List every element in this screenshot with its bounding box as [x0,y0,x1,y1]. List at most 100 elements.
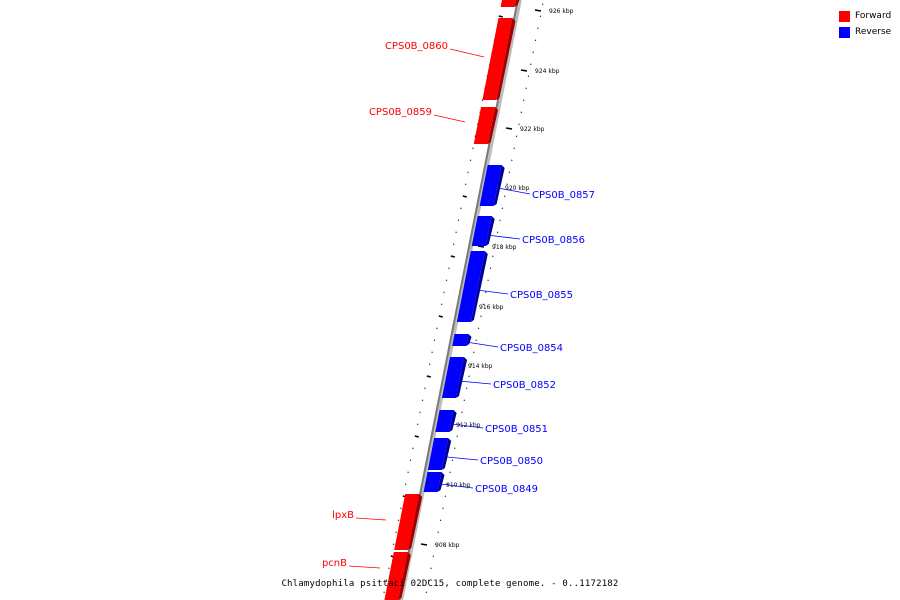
right-rail-tick [442,507,444,509]
left-rail-tick [467,171,469,173]
right-rail-tick [496,231,499,233]
gene-label: CPS0B_0859 [369,107,432,118]
left-rail-tick [481,99,484,101]
kbp-tick-label: 912 kbp [456,422,481,429]
right-rail-tick [530,63,532,65]
gene-label-leader [355,517,387,521]
gene-label-leader [476,289,509,295]
left-rail-tick [419,411,421,413]
kbp-tick-label: 910 kbp [446,482,471,489]
gene-block [394,494,420,550]
right-rail-tick [520,111,523,113]
gene-bevel [470,251,488,322]
gene-label-leader [348,565,381,569]
right-rail-tick [522,99,525,101]
right-rail-tick [537,27,539,29]
right-rail-tick [503,195,506,197]
kbp-tick-label: 926 kbp [549,8,574,15]
right-rail-tick [473,351,475,353]
right-rail-tick [501,207,504,209]
gene-label: CPS0B_0860 [385,41,448,52]
gene-CPS0B_0851: CPS0B_0851 [435,410,548,435]
left-rail-tick [498,15,503,18]
left-rail-tick [443,291,445,293]
gene-bevel [441,438,452,470]
right-rail-tick [532,51,534,53]
left-rail-tick [448,267,450,269]
legend-swatch-forward [839,10,850,22]
gene-label: CPS0B_0854 [500,343,563,354]
right-rail-tick [484,291,487,293]
kbp-tick-label: 916 kbp [479,304,504,311]
right-rail-tick [515,135,518,137]
right-rail-tick [463,399,466,401]
left-rail-tick [404,483,407,485]
legend: Forward Reverse [839,9,891,41]
kbp-tick-label: 922 kbp [520,126,545,133]
left-rail-tick [431,351,433,353]
left-rail-tick [452,243,455,245]
left-rail-tick [472,147,474,149]
left-rail-tick [445,279,448,281]
left-rail-tick [450,255,455,258]
gene-lpxB: lpxB [332,494,423,550]
right-rail-tick [468,375,470,377]
left-rail-tick [436,327,438,329]
left-rail-tick [428,363,431,365]
genome-caption: Chlamydophila psittaci 02DC15, complete … [281,579,619,589]
left-rail-tick [385,579,388,581]
gene-block [500,0,516,7]
gene-block [441,357,465,398]
right-rail-tick [432,555,435,557]
right-rail-tick [492,255,494,257]
gene-CPS0B_0855: CPS0B_0855 [456,251,573,322]
gene-label-leader [497,187,531,195]
left-rail-tick [426,375,431,378]
gene-bevel [437,472,445,492]
gene-bevel [455,357,468,398]
gene-pcnB: pcnB [322,552,411,600]
kbp-tick [420,543,428,546]
right-rail-tick [446,483,449,485]
gene-CPS0B_0860: CPS0B_0860 [385,18,516,100]
gene-bevel [466,334,472,346]
right-rail-tick [427,579,430,581]
gene-block [435,410,454,432]
left-rail-tick [412,447,414,449]
right-rail-tick [470,363,473,365]
gene-label-leader [433,114,466,123]
right-rail-tick [482,303,485,305]
gene-label: CPS0B_0849 [475,484,538,495]
legend-swatch-reverse [839,26,850,38]
gene-label-leader [449,48,485,58]
kbp-tick-label: 920 kbp [505,185,530,192]
gene-label: pcnB [322,558,347,569]
gene-label: CPS0B_0852 [493,380,556,391]
right-rail-tick [506,183,508,185]
left-rail-tick [395,531,397,533]
gene-label-leader [458,380,492,385]
kbp-tick-label: 914 kbp [468,363,493,370]
kbp-tick-label: 924 kbp [535,68,560,75]
left-rail-tick [414,435,419,438]
gene-label-leader [465,341,499,348]
right-rail-tick [425,591,428,593]
right-rail-tick [475,339,477,341]
kbp-tick [534,9,542,12]
right-rail-tick [518,123,520,125]
gene-CPS0B_0854: CPS0B_0854 [452,334,563,354]
right-rail-tick [487,279,489,281]
right-rail-tick [511,159,513,161]
right-rail-tick [444,495,447,497]
gene-label: CPS0B_0855 [510,290,573,301]
right-rail-tick [534,39,537,41]
left-rail-tick [421,399,424,401]
gene-bevel [493,165,505,206]
legend-label-forward: Forward [855,11,892,21]
right-rail-tick [435,543,437,545]
gene-label: CPS0B_0857 [532,190,595,201]
gene-CPS0B_0857: CPS0B_0857 [479,165,595,206]
gene-block [479,165,502,206]
kbp-tick [520,69,528,72]
right-rail-tick [451,459,454,461]
